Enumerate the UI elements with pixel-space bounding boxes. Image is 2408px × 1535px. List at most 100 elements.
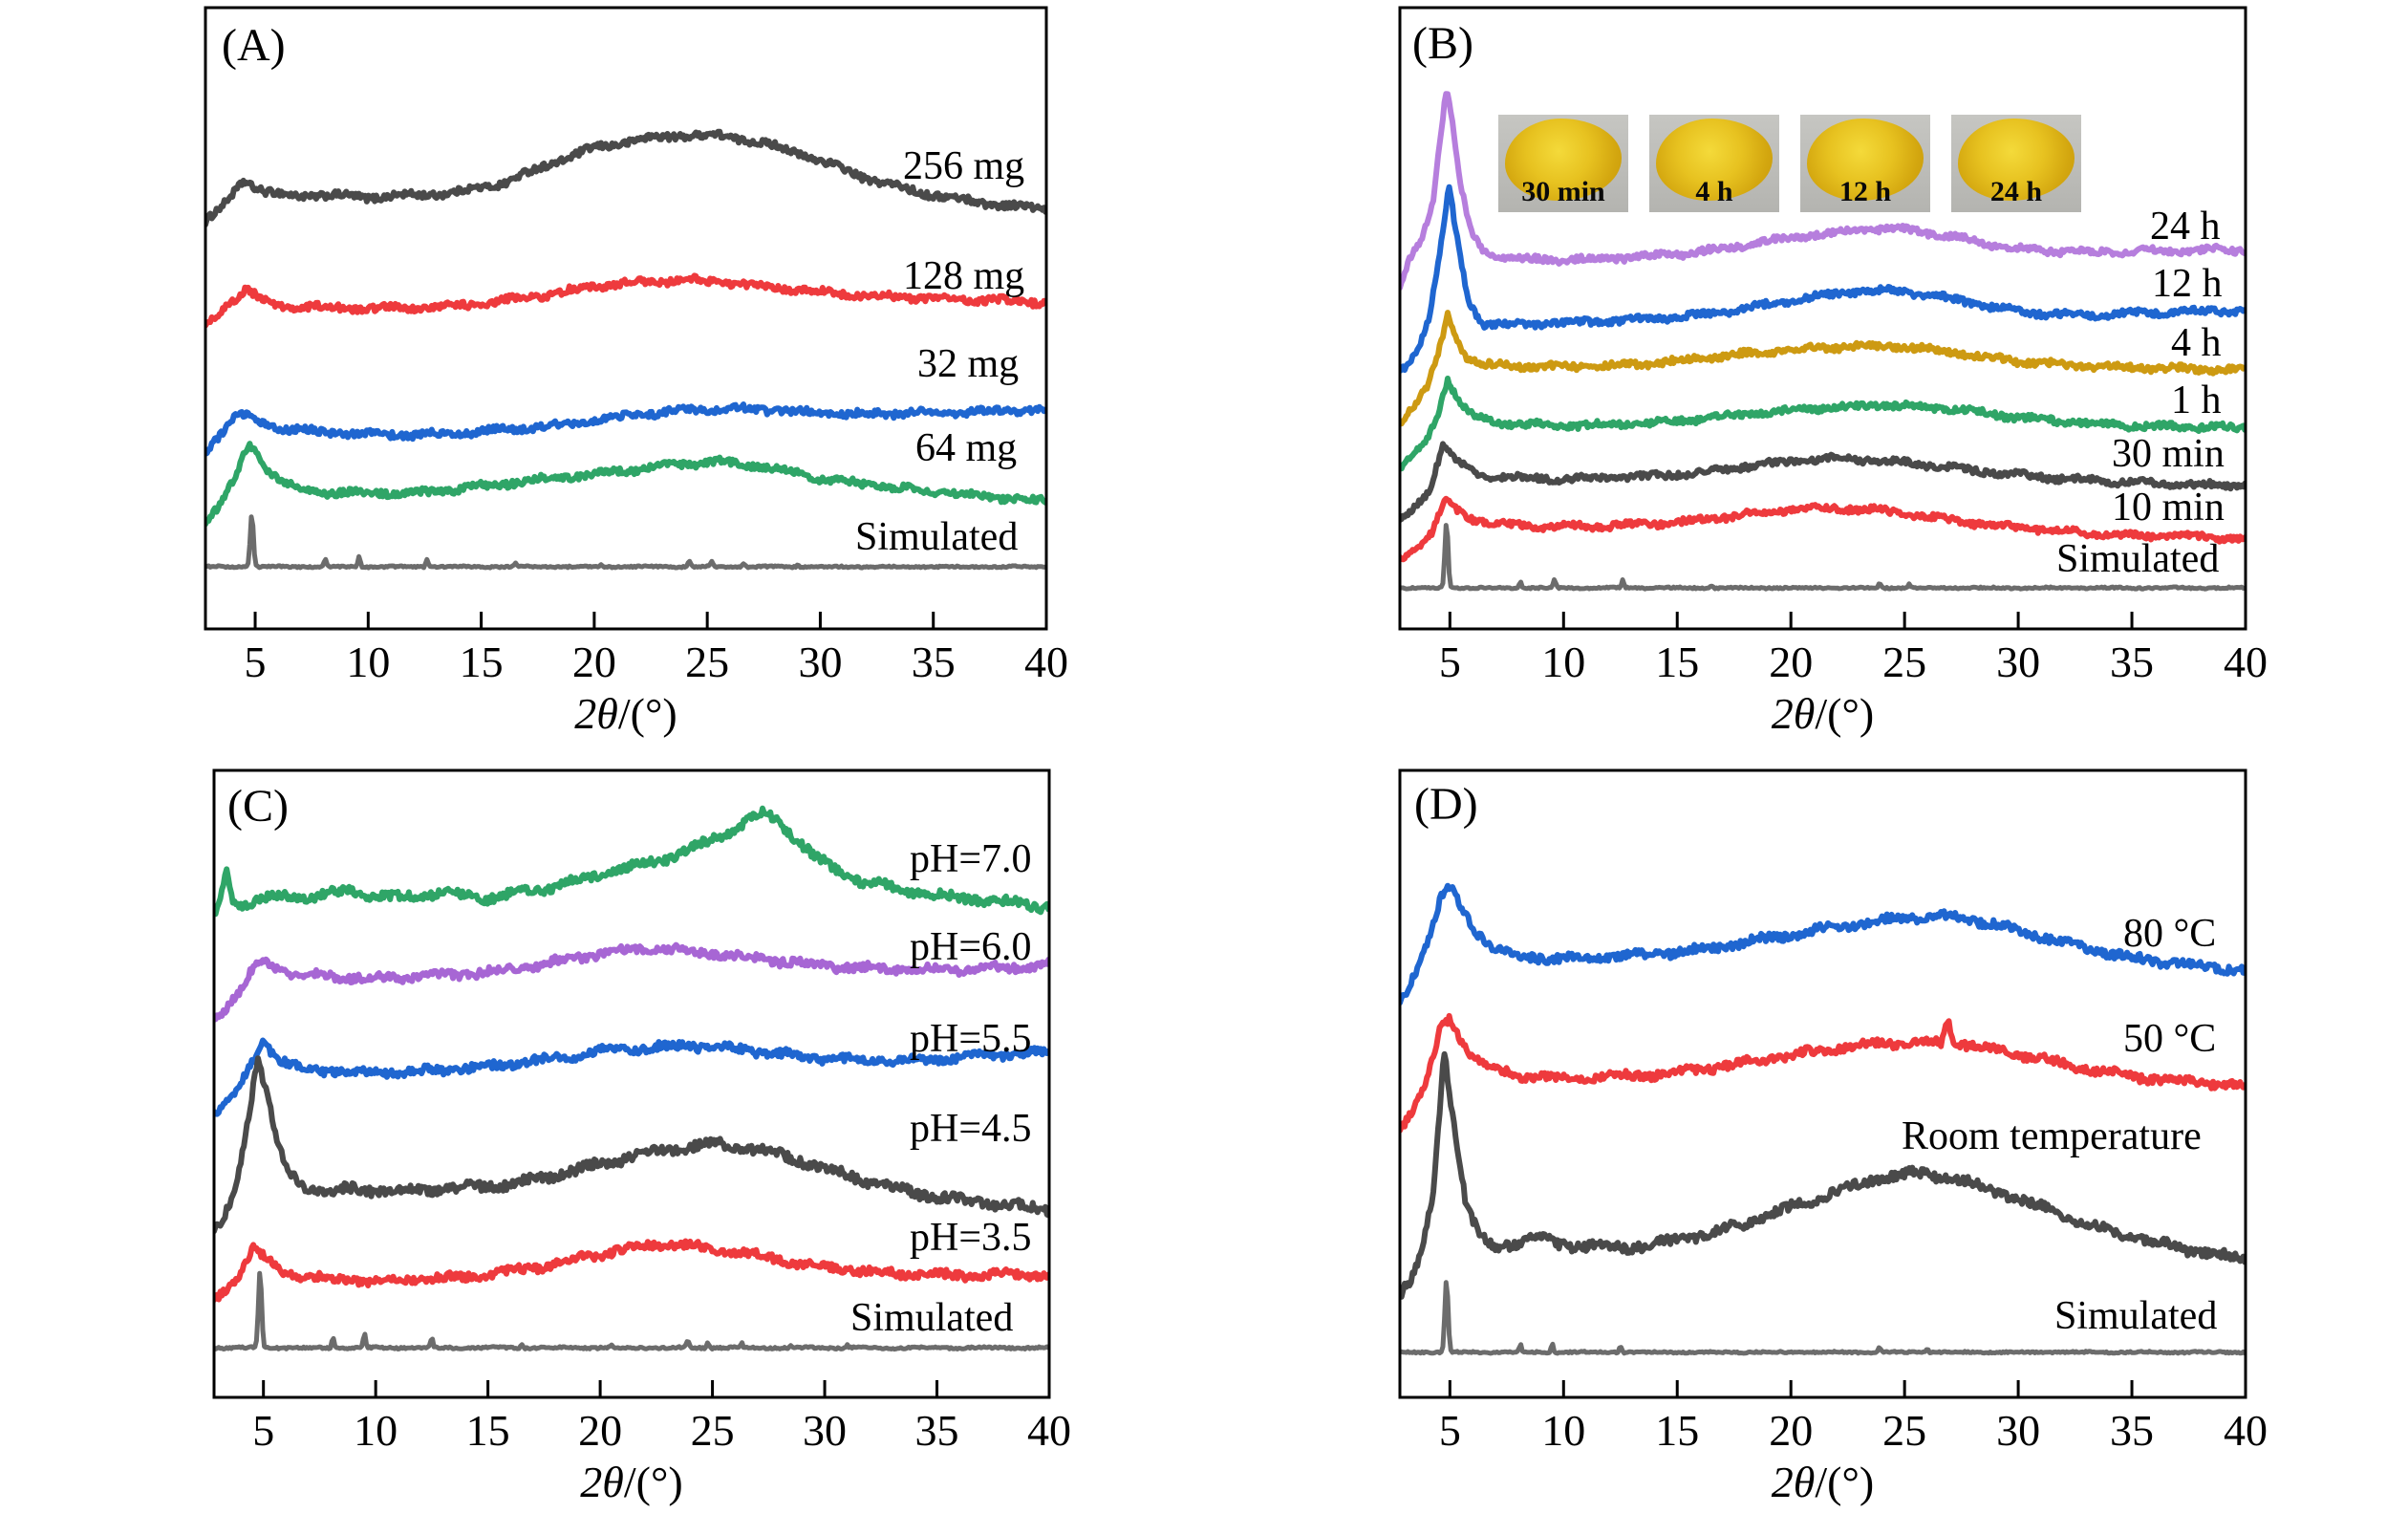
- curve-label-simulated: Simulated: [855, 515, 1019, 559]
- curve-ph-4-5: [214, 1055, 1049, 1235]
- x-tick-label-15: 15: [1655, 638, 1700, 686]
- x-axis-label: 2θ/(°): [574, 692, 677, 736]
- x-tick-label-20: 20: [1769, 638, 1814, 686]
- curve-simulated: [1400, 523, 2246, 592]
- x-tick-label-30: 30: [798, 638, 843, 686]
- curve-simulated: [214, 1270, 1049, 1352]
- curve-label-ph-7-0: pH=7.0: [910, 837, 1032, 881]
- powder-photo-12-h: 12 h: [1800, 115, 1930, 212]
- panel-label-c: (C): [227, 781, 289, 832]
- x-axis-label-symbol: 2θ: [574, 689, 618, 738]
- panel-d: [1398, 768, 2247, 1399]
- curve-label-256-mg: 256 mg: [903, 144, 1025, 188]
- x-axis-label: 2θ/(°): [1772, 692, 1874, 736]
- x-tick-label-40: 40: [2224, 638, 2268, 686]
- plot-border: [1398, 6, 2247, 631]
- x-tick-label-35: 35: [2110, 1406, 2155, 1455]
- x-tick-label-20: 20: [578, 1406, 623, 1455]
- curve-12-h: [1400, 184, 2246, 374]
- curve-64-mg: [205, 441, 1046, 528]
- powder-photo-label: 12 h: [1838, 176, 1892, 207]
- x-tick-label-40: 40: [1027, 1406, 1071, 1455]
- curve-ph-3-5: [214, 1238, 1049, 1303]
- x-tick-label-15: 15: [1655, 1406, 1700, 1455]
- x-tick-label-20: 20: [571, 638, 616, 686]
- curve-label-80-c: 80 °C: [2123, 912, 2217, 956]
- curve-ph-7-0: [214, 805, 1049, 918]
- curve-label-simulated: Simulated: [850, 1296, 1014, 1340]
- curve-50-c: [1400, 1012, 2246, 1134]
- x-tick-label-5: 5: [1438, 1406, 1461, 1455]
- curve-32-mg: [205, 401, 1046, 457]
- panel-label-b: (B): [1412, 18, 1473, 69]
- panel-c: [212, 768, 1051, 1399]
- curve-label-32-mg: 32 mg: [917, 342, 1020, 386]
- x-tick-label-5: 5: [1438, 638, 1461, 686]
- x-tick-label-10: 10: [346, 638, 391, 686]
- curve-80-c: [1400, 882, 2246, 1006]
- curve-4-h: [1400, 310, 2246, 427]
- curve-simulated: [1400, 1280, 2246, 1356]
- curve-ph-5-5: [214, 1037, 1049, 1117]
- x-tick-label-5: 5: [244, 638, 267, 686]
- powder-sample-blob: [1957, 119, 2075, 201]
- panel-b: [1398, 6, 2247, 631]
- curve-label-simulated: Simulated: [2054, 1294, 2218, 1338]
- curve-label-50-c: 50 °C: [2123, 1017, 2217, 1061]
- curve-24-h: [1400, 91, 2246, 292]
- x-tick-label-25: 25: [1882, 638, 1927, 686]
- powder-photo-4-h: 4 h: [1649, 115, 1779, 212]
- x-tick-label-35: 35: [2110, 638, 2155, 686]
- curve-ph-6-0: [214, 941, 1049, 1023]
- curve-1-h: [1400, 376, 2246, 472]
- curve-label-4-h: 4 h: [2171, 321, 2222, 365]
- x-tick-label-15: 15: [465, 1406, 510, 1455]
- x-axis-label: 2θ/(°): [580, 1460, 682, 1504]
- x-axis-label-units: /(°): [1815, 1458, 1875, 1506]
- panel-label-d: (D): [1414, 779, 1478, 830]
- powder-sample-blob: [1655, 119, 1774, 201]
- plot-border: [212, 768, 1051, 1399]
- curve-128-mg: [205, 272, 1046, 329]
- plot-border: [1398, 768, 2247, 1399]
- x-tick-label-25: 25: [1882, 1406, 1927, 1455]
- powder-photo-24-h: 24 h: [1951, 115, 2081, 212]
- panel-a: [204, 6, 1048, 631]
- x-tick-label-20: 20: [1769, 1406, 1814, 1455]
- x-tick-label-10: 10: [354, 1406, 398, 1455]
- powder-photo-label: 24 h: [1989, 176, 2043, 207]
- curve-label-ph-6-0: pH=6.0: [910, 925, 1032, 969]
- x-tick-label-25: 25: [690, 1406, 735, 1455]
- powder-photo-label: 4 h: [1695, 176, 1733, 207]
- x-tick-label-35: 35: [914, 1406, 959, 1455]
- x-axis-label-units: /(°): [617, 689, 677, 738]
- curve-label-ph-3-5: pH=3.5: [910, 1216, 1032, 1260]
- curve-label-simulated: Simulated: [2056, 537, 2220, 581]
- x-axis-label-units: /(°): [1815, 689, 1875, 738]
- x-tick-label-10: 10: [1541, 638, 1586, 686]
- curve-label-24-h: 24 h: [2150, 205, 2221, 249]
- curve-simulated: [205, 514, 1046, 571]
- x-axis-label-symbol: 2θ: [1771, 689, 1816, 738]
- powder-photo-label: 30 min: [1521, 176, 1605, 207]
- x-tick-label-30: 30: [803, 1406, 848, 1455]
- x-tick-label-40: 40: [2224, 1406, 2268, 1455]
- curve-label-128-mg: 128 mg: [903, 254, 1025, 298]
- x-tick-label-30: 30: [1996, 1406, 2041, 1455]
- x-tick-label-35: 35: [911, 638, 956, 686]
- curve-label-1-h: 1 h: [2171, 378, 2222, 422]
- curve-30-min: [1400, 441, 2246, 524]
- curve-label-ph-5-5: pH=5.5: [910, 1017, 1032, 1061]
- curve-label-ph-4-5: pH=4.5: [910, 1107, 1032, 1151]
- x-tick-label-15: 15: [459, 638, 504, 686]
- panel-label-a: (A): [222, 20, 286, 71]
- powder-sample-blob: [1504, 119, 1623, 201]
- x-axis-label-units: /(°): [623, 1458, 683, 1506]
- powder-sample-blob: [1806, 119, 1924, 201]
- curve-10-min: [1400, 495, 2246, 563]
- curve-label-12-h: 12 h: [2152, 262, 2223, 306]
- curve-label-64-mg: 64 mg: [915, 426, 1018, 470]
- curve-label-30-min: 30 min: [2112, 432, 2225, 476]
